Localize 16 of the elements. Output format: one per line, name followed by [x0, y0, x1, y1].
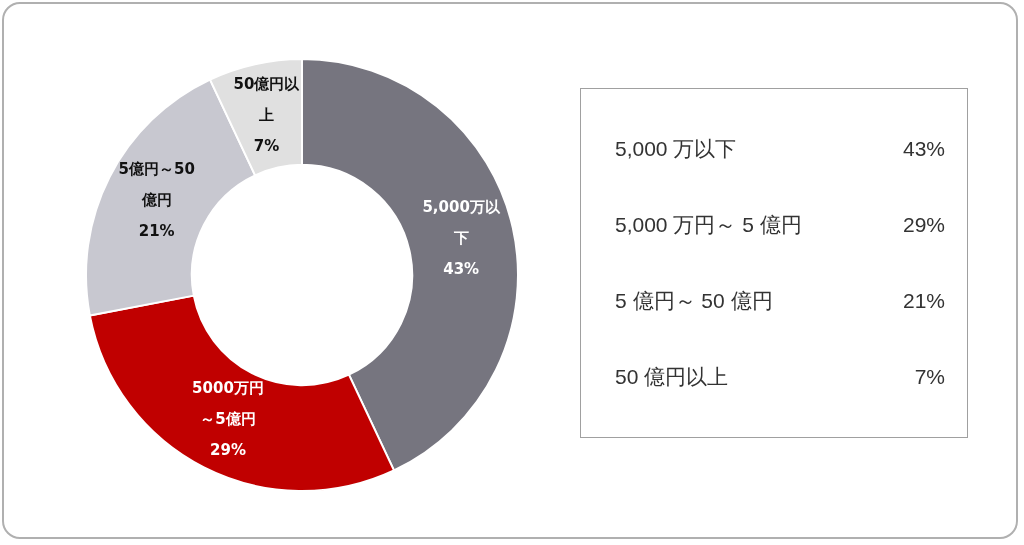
text: 7%: [914, 365, 945, 389]
slice-label: 5000万円～5億円: [192, 379, 264, 429]
data-label: 21%: [138, 221, 175, 240]
text: 5,000 万円～ 5 億円: [615, 212, 802, 238]
text: 43%: [902, 137, 945, 161]
data-label: 43%: [443, 260, 480, 279]
text: 29%: [902, 213, 945, 237]
text: 21%: [902, 289, 945, 313]
data-label: 29%: [210, 441, 246, 460]
text: 5 億円～ 50 億円: [615, 288, 773, 314]
text: 50 億円以上: [615, 364, 729, 390]
data-label: 7%: [253, 136, 280, 155]
text: 5,000 万以下: [615, 136, 737, 162]
slice-label: 5,000万以下: [422, 198, 501, 248]
slice-label: 50億円以上: [233, 74, 301, 124]
slice-label: 5億円～50億円: [118, 159, 195, 209]
